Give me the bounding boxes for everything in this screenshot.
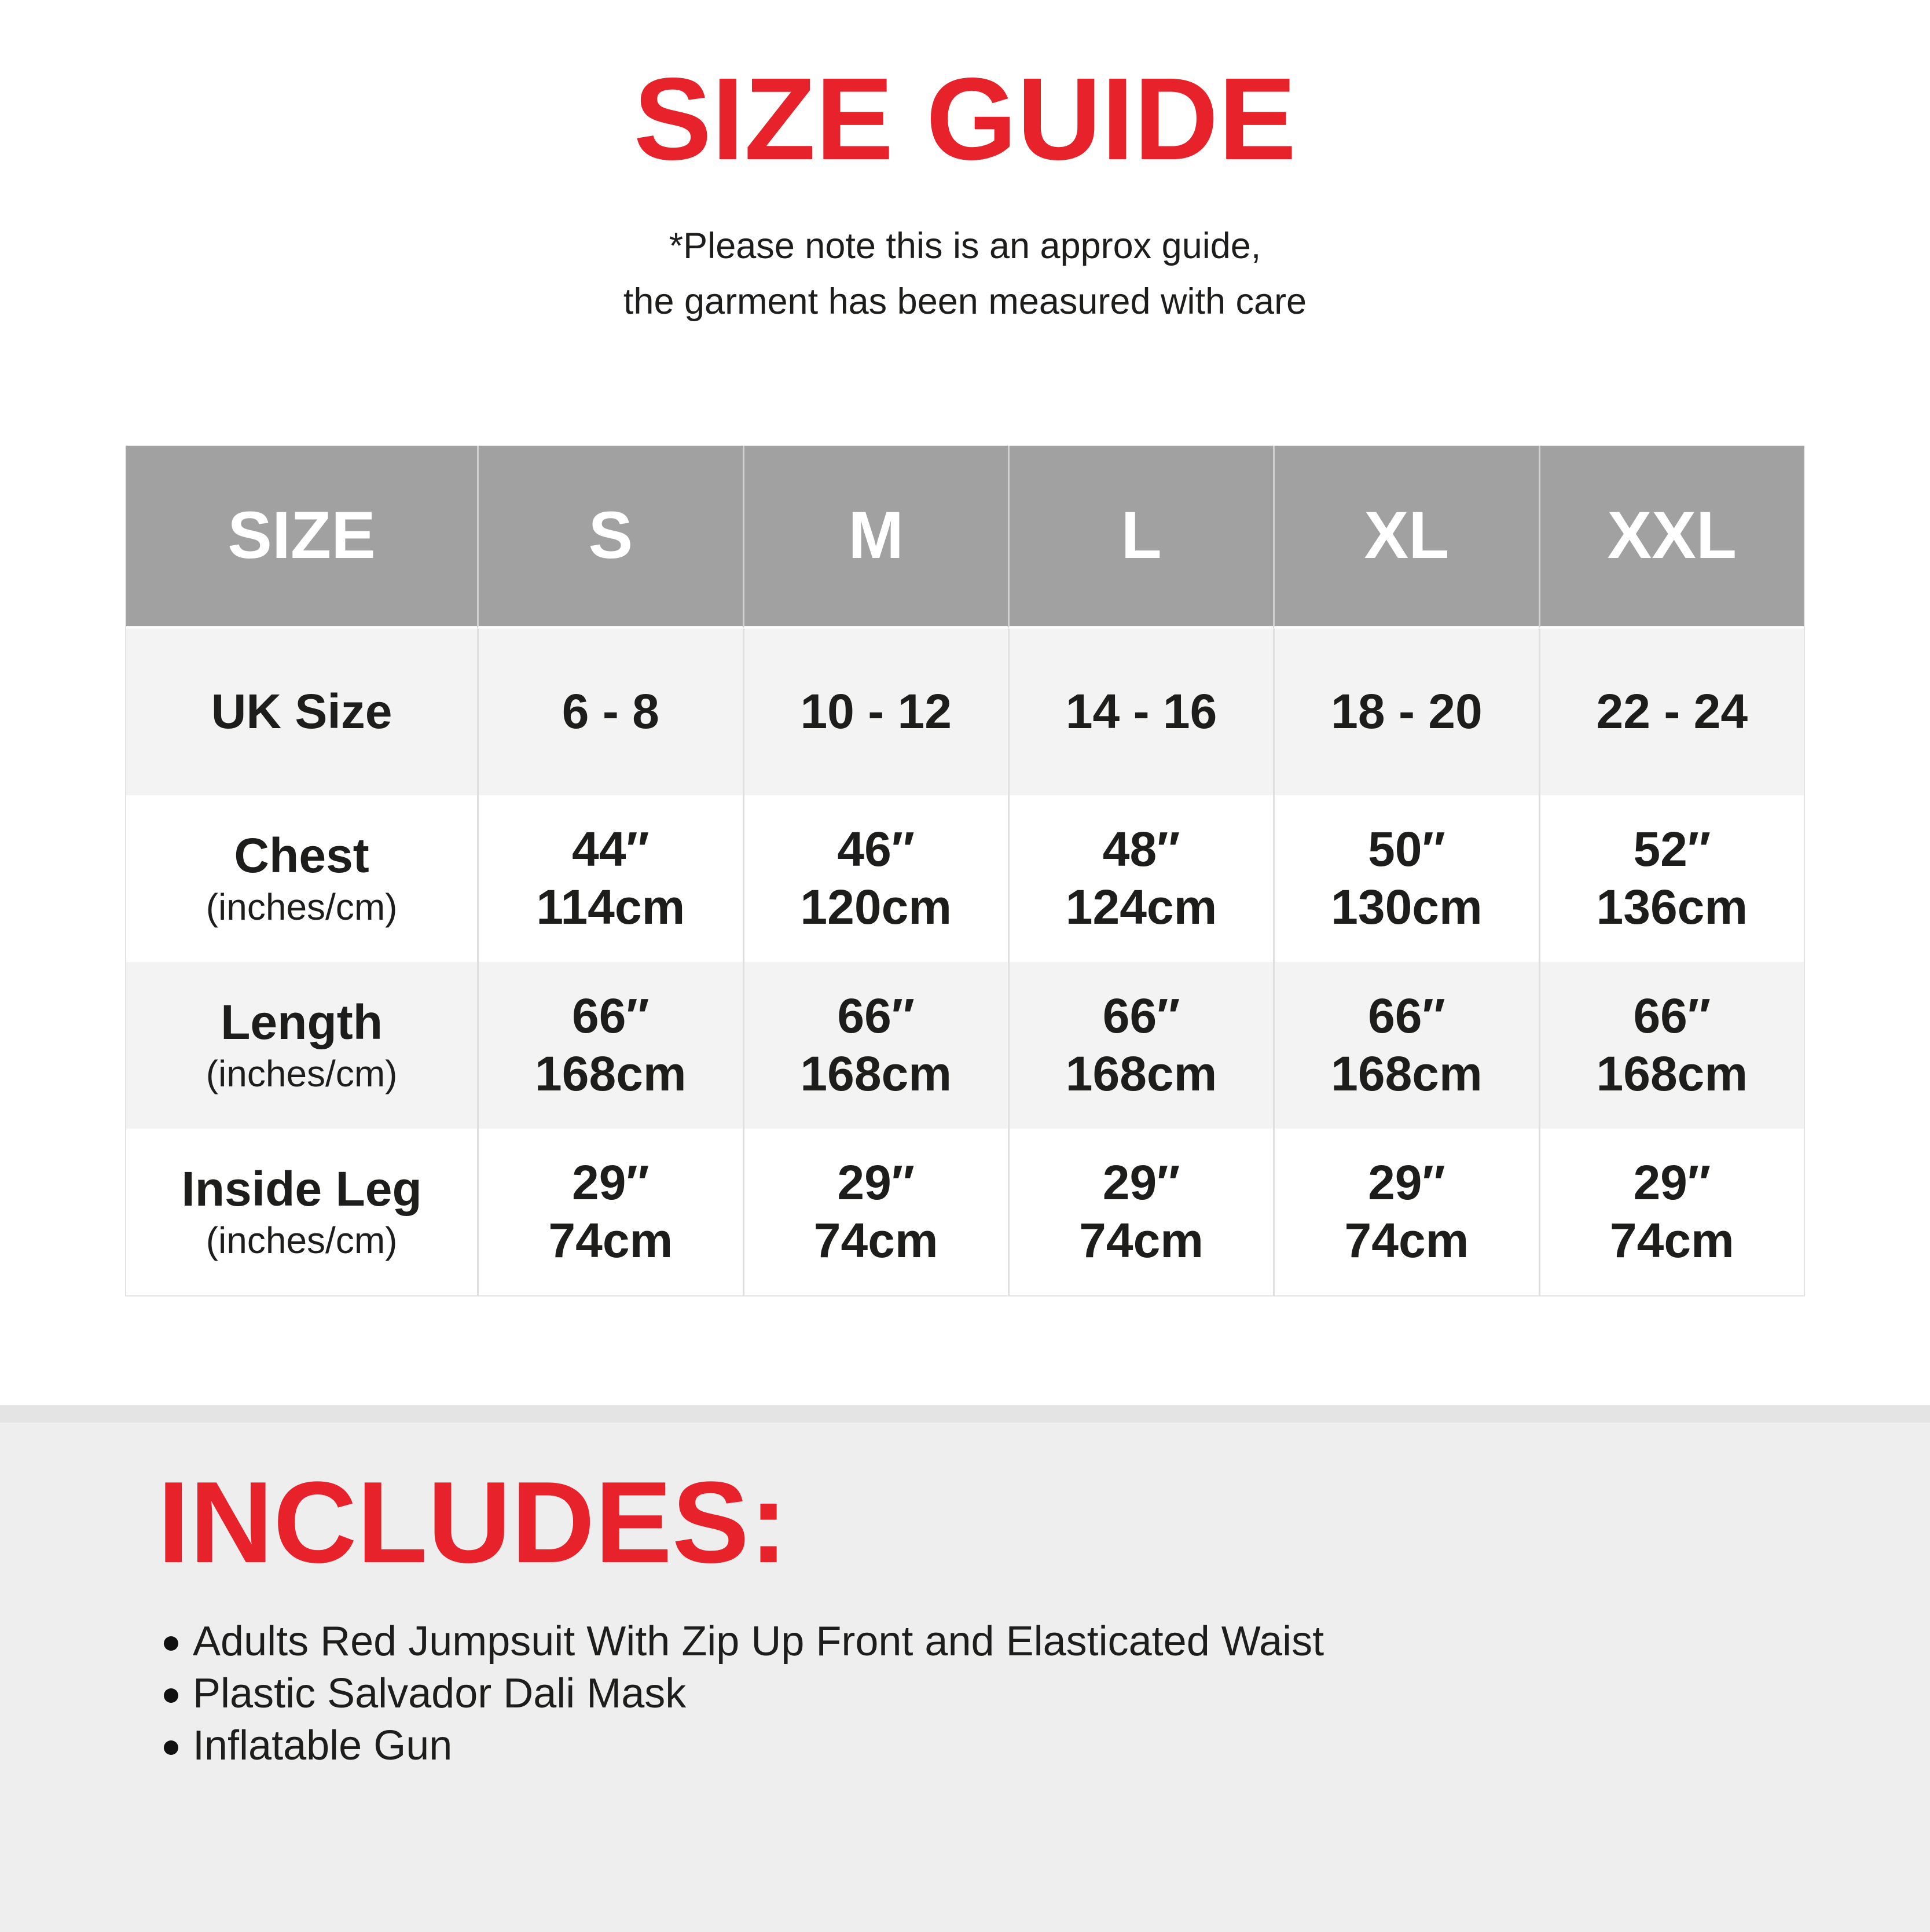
value-cm: 74cm xyxy=(1079,1213,1204,1268)
value-cm: 168cm xyxy=(535,1046,687,1101)
value-text: 14 - 16 xyxy=(1065,684,1217,739)
value-inches: 66″ xyxy=(1368,989,1445,1044)
cell-length-l: 66″ 168cm xyxy=(1007,961,1274,1129)
row-label-text: Length xyxy=(221,995,383,1050)
header-cell-xl: XL xyxy=(1273,445,1539,629)
value-inches: 46″ xyxy=(837,822,915,877)
value-inches: 50″ xyxy=(1368,822,1445,877)
row-sublabel-text: (inches/cm) xyxy=(206,886,398,928)
cell-chest-m: 46″ 120cm xyxy=(742,795,1008,962)
row-label-inside-leg: Inside Leg (inches/cm) xyxy=(126,1128,478,1295)
includes-list: Adults Red Jumpsuit With Zip Up Front an… xyxy=(0,1615,1930,1772)
value-cm: 74cm xyxy=(1344,1213,1469,1268)
value-cm: 74cm xyxy=(548,1213,673,1268)
row-sublabel-text: (inches/cm) xyxy=(206,1220,398,1262)
value-text: 22 - 24 xyxy=(1596,684,1748,739)
note-line-2: the garment has been measured with care xyxy=(623,281,1307,322)
value-cm: 168cm xyxy=(1065,1046,1217,1101)
includes-section: INCLUDES: Adults Red Jumpsuit With Zip U… xyxy=(0,1405,1930,1932)
includes-heading: INCLUDES: xyxy=(157,1457,788,1587)
value-cm: 130cm xyxy=(1331,879,1483,934)
row-label-text: Chest xyxy=(234,828,369,883)
cell-inside-leg-xl: 29″ 74cm xyxy=(1273,1128,1539,1295)
value-text: 6 - 8 xyxy=(562,684,659,739)
row-label-length: Length (inches/cm) xyxy=(126,961,478,1129)
includes-item-mask: Plastic Salvador Dali Mask xyxy=(164,1667,1930,1720)
row-label-text: UK Size xyxy=(211,684,392,739)
value-inches: 44″ xyxy=(572,822,650,877)
cell-inside-leg-xxl: 29″ 74cm xyxy=(1538,1128,1804,1295)
header-cell-xxl: XXL xyxy=(1538,445,1804,629)
value-cm: 136cm xyxy=(1596,879,1748,934)
value-cm: 114cm xyxy=(536,879,685,934)
value-inches: 29″ xyxy=(572,1155,650,1210)
cell-length-m: 66″ 168cm xyxy=(742,961,1008,1129)
value-cm: 168cm xyxy=(1331,1046,1483,1101)
value-inches: 66″ xyxy=(572,989,650,1044)
cell-chest-l: 48″ 124cm xyxy=(1007,795,1274,962)
value-text: 18 - 20 xyxy=(1331,684,1483,739)
approx-guide-note: *Please note this is an approx guide, th… xyxy=(0,219,1930,330)
size-table: SIZE S M L XL XXL UK Size 6 - 8 10 - 12 … xyxy=(125,445,1805,1296)
header-cell-s: S xyxy=(477,445,743,629)
value-inches: 48″ xyxy=(1102,822,1180,877)
includes-item-gun: Inflatable Gun xyxy=(164,1720,1930,1772)
cell-length-xl: 66″ 168cm xyxy=(1273,961,1539,1129)
value-cm: 120cm xyxy=(800,879,952,934)
value-inches: 66″ xyxy=(1633,989,1711,1044)
value-inches: 29″ xyxy=(1633,1155,1711,1210)
value-inches: 52″ xyxy=(1633,822,1711,877)
cell-uk-size-m: 10 - 12 xyxy=(742,628,1008,795)
includes-item-jumpsuit: Adults Red Jumpsuit With Zip Up Front an… xyxy=(164,1615,1930,1667)
row-label-chest: Chest (inches/cm) xyxy=(126,795,478,962)
cell-inside-leg-m: 29″ 74cm xyxy=(742,1128,1008,1295)
value-cm: 124cm xyxy=(1065,879,1217,934)
cell-uk-size-l: 14 - 16 xyxy=(1007,628,1274,795)
value-inches: 29″ xyxy=(1102,1155,1180,1210)
cell-length-xxl: 66″ 168cm xyxy=(1538,961,1804,1129)
header-cell-l: L xyxy=(1007,445,1274,629)
cell-chest-xl: 50″ 130cm xyxy=(1273,795,1539,962)
cell-uk-size-xxl: 22 - 24 xyxy=(1538,628,1804,795)
cell-inside-leg-l: 29″ 74cm xyxy=(1007,1128,1274,1295)
row-label-uk-size: UK Size xyxy=(126,628,478,795)
header-cell-size: SIZE xyxy=(126,445,478,629)
value-cm: 168cm xyxy=(1596,1046,1748,1101)
value-inches: 66″ xyxy=(837,989,915,1044)
value-text: 10 - 12 xyxy=(800,684,952,739)
cell-inside-leg-s: 29″ 74cm xyxy=(477,1128,743,1295)
page-title: SIZE GUIDE xyxy=(633,53,1297,184)
value-inches: 66″ xyxy=(1102,989,1180,1044)
cell-uk-size-xl: 18 - 20 xyxy=(1273,628,1539,795)
cell-chest-s: 44″ 114cm xyxy=(477,795,743,962)
value-cm: 74cm xyxy=(1609,1213,1734,1268)
value-cm: 74cm xyxy=(813,1213,938,1268)
row-sublabel-text: (inches/cm) xyxy=(206,1053,398,1095)
cell-uk-size-s: 6 - 8 xyxy=(477,628,743,795)
row-label-text: Inside Leg xyxy=(181,1162,422,1217)
note-line-1: *Please note this is an approx guide, xyxy=(669,226,1261,266)
value-inches: 29″ xyxy=(837,1155,915,1210)
value-cm: 168cm xyxy=(800,1046,952,1101)
header-cell-m: M xyxy=(742,445,1008,629)
cell-chest-xxl: 52″ 136cm xyxy=(1538,795,1804,962)
value-inches: 29″ xyxy=(1368,1155,1445,1210)
cell-length-s: 66″ 168cm xyxy=(477,961,743,1129)
